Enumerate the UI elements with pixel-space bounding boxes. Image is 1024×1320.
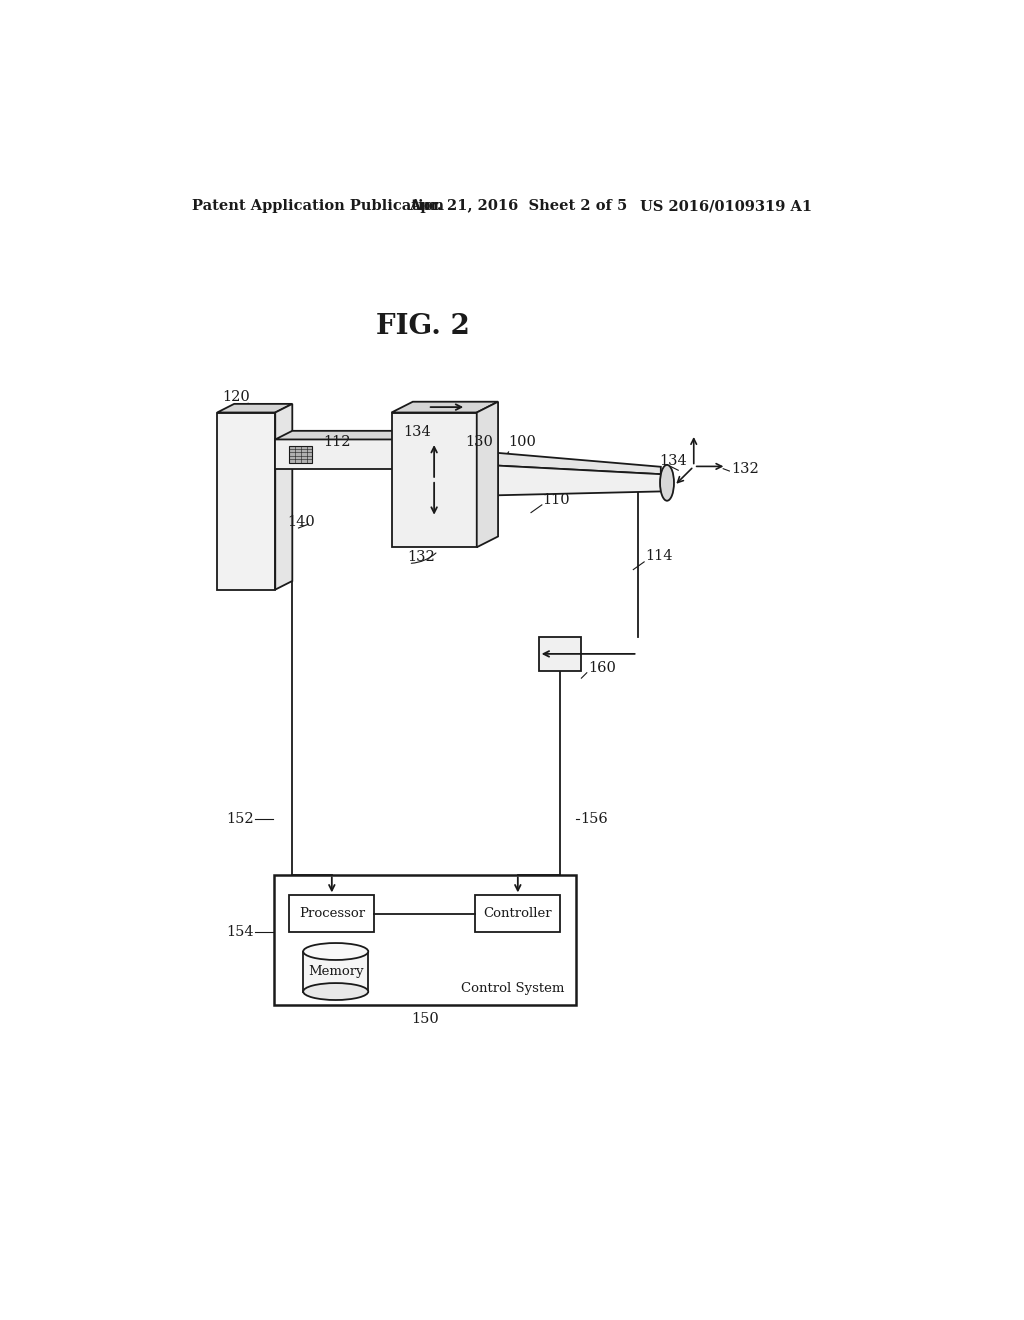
- Polygon shape: [498, 466, 660, 495]
- Polygon shape: [391, 401, 498, 412]
- Text: 110: 110: [543, 492, 570, 507]
- Text: 156: 156: [580, 812, 607, 826]
- Polygon shape: [477, 401, 498, 548]
- Text: 132: 132: [731, 462, 759, 477]
- Text: 160: 160: [589, 661, 616, 675]
- Polygon shape: [395, 430, 413, 469]
- Polygon shape: [275, 430, 413, 440]
- Text: 132: 132: [407, 550, 435, 564]
- Polygon shape: [275, 440, 395, 469]
- Text: FIG. 2: FIG. 2: [376, 313, 469, 339]
- Polygon shape: [217, 404, 292, 412]
- Text: US 2016/0109319 A1: US 2016/0109319 A1: [640, 199, 812, 213]
- FancyBboxPatch shape: [539, 636, 582, 671]
- Text: Patent Application Publication: Patent Application Publication: [191, 199, 443, 213]
- FancyBboxPatch shape: [273, 875, 575, 1006]
- Polygon shape: [391, 412, 477, 548]
- Text: Apr. 21, 2016  Sheet 2 of 5: Apr. 21, 2016 Sheet 2 of 5: [410, 199, 628, 213]
- FancyArrowPatch shape: [412, 553, 436, 564]
- Text: 140: 140: [287, 515, 314, 529]
- Ellipse shape: [303, 983, 369, 1001]
- Text: 114: 114: [646, 549, 673, 562]
- Text: Memory: Memory: [308, 965, 364, 978]
- Text: Controller: Controller: [483, 907, 552, 920]
- Text: 112: 112: [324, 434, 351, 449]
- FancyBboxPatch shape: [475, 895, 560, 932]
- Text: Control System: Control System: [461, 982, 564, 995]
- Text: 152: 152: [226, 812, 254, 826]
- Text: 150: 150: [411, 1012, 438, 1026]
- Text: 154: 154: [226, 925, 254, 940]
- Text: Processor: Processor: [299, 907, 365, 920]
- FancyBboxPatch shape: [289, 895, 375, 932]
- Text: 134: 134: [403, 425, 431, 438]
- Polygon shape: [303, 952, 369, 991]
- Text: 100: 100: [508, 434, 536, 449]
- Polygon shape: [217, 412, 275, 590]
- Text: 134: 134: [659, 454, 687, 469]
- Polygon shape: [275, 404, 292, 590]
- Ellipse shape: [303, 942, 369, 960]
- Polygon shape: [498, 453, 660, 474]
- Polygon shape: [289, 446, 312, 462]
- Text: 130: 130: [465, 434, 493, 449]
- FancyArrowPatch shape: [472, 451, 509, 480]
- Text: 120: 120: [222, 391, 250, 404]
- Ellipse shape: [660, 465, 674, 500]
